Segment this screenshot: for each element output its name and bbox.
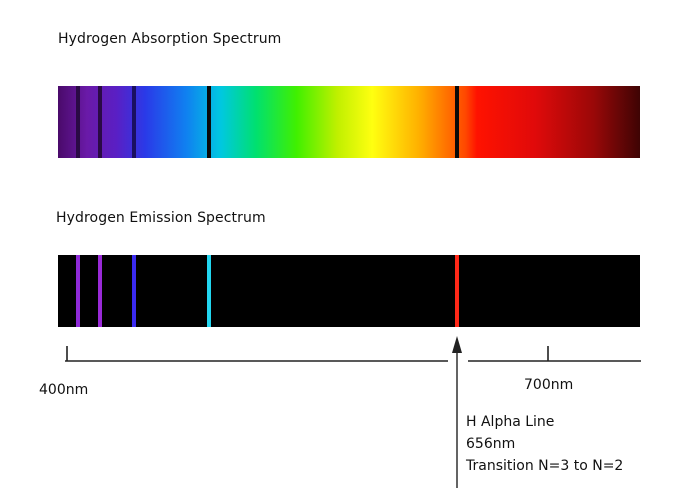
absorption-line-5 <box>455 86 459 158</box>
emission-line-5 <box>455 255 459 327</box>
emission-spectrum-strip <box>58 255 640 327</box>
emission-line-3 <box>132 255 136 327</box>
h-alpha-wavelength: 656nm <box>466 436 516 452</box>
absorption-line-4 <box>207 86 211 158</box>
absorption-line-3 <box>132 86 136 158</box>
h-alpha-label: H Alpha Line <box>466 414 555 430</box>
absorption-line-2 <box>98 86 102 158</box>
absorption-line-1 <box>76 86 80 158</box>
axis-label-700: 700nm <box>524 377 574 393</box>
emission-line-4 <box>207 255 211 327</box>
absorption-spectrum-strip <box>58 86 640 158</box>
emission-spectrum-title: Hydrogen Emission Spectrum <box>56 210 266 226</box>
h-alpha-transition: Transition N=3 to N=2 <box>466 458 624 474</box>
h-alpha-arrowhead <box>452 336 462 353</box>
emission-line-2 <box>98 255 102 327</box>
absorption-spectrum-title: Hydrogen Absorption Spectrum <box>58 31 282 47</box>
axis-label-400: 400nm <box>39 382 89 398</box>
emission-line-1 <box>76 255 80 327</box>
